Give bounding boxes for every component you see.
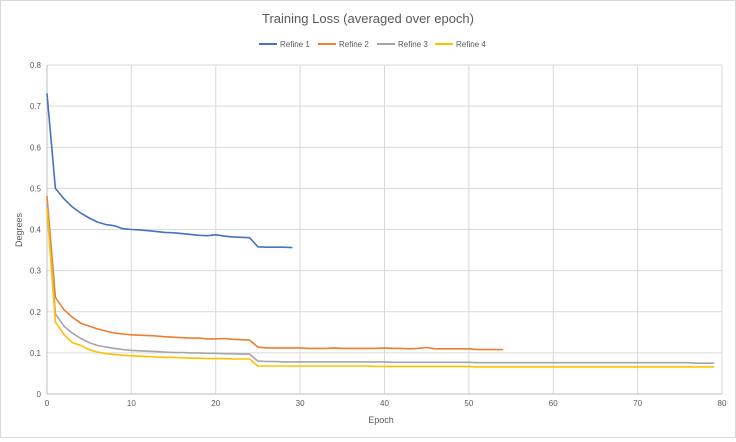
y-tick-label: 0 bbox=[37, 390, 42, 399]
x-tick-label: 0 bbox=[45, 399, 50, 408]
y-tick-label: 0.7 bbox=[30, 102, 42, 111]
y-tick-label: 0.5 bbox=[30, 184, 42, 193]
x-axis-label: Epoch bbox=[368, 415, 394, 425]
y-tick-label: 0.8 bbox=[30, 61, 42, 70]
x-tick-label: 10 bbox=[127, 399, 136, 408]
y-tick-label: 0.6 bbox=[30, 143, 42, 152]
legend-label: Refine 1 bbox=[280, 40, 310, 49]
series-line-refine-4 bbox=[46, 208, 715, 368]
legend-item: Refine 4 bbox=[435, 40, 486, 49]
grid-lines bbox=[46, 64, 723, 395]
series-line-refine-3 bbox=[46, 204, 715, 365]
legend-item: Refine 1 bbox=[259, 40, 310, 49]
legend-item: Refine 3 bbox=[377, 40, 428, 49]
x-tick-label: 40 bbox=[380, 399, 389, 408]
chart-title: Training Loss (averaged over epoch) bbox=[262, 11, 474, 26]
y-axis-label: Degrees bbox=[14, 212, 24, 247]
series-line-refine-2 bbox=[46, 195, 504, 351]
x-tick-label: 80 bbox=[718, 399, 727, 408]
legend-label: Refine 4 bbox=[456, 40, 486, 49]
legend: Refine 1 Refine 2 Refine 3 Refine 4 bbox=[259, 40, 486, 49]
legend-label: Refine 3 bbox=[398, 40, 428, 49]
axes: 0 0.1 0.2 0.3 0.4 0.5 0.6 0.7 0.8 0 10 20 30 40 50 60 70… bbox=[30, 61, 727, 408]
x-tick-label: 60 bbox=[549, 399, 558, 408]
series-lines bbox=[46, 93, 715, 368]
x-tick-label: 30 bbox=[296, 399, 305, 408]
series-line-refine-1 bbox=[46, 93, 293, 249]
legend-item: Refine 2 bbox=[318, 40, 369, 49]
x-tick-label: 70 bbox=[633, 399, 642, 408]
legend-label: Refine 2 bbox=[339, 40, 369, 49]
y-tick-label: 0.1 bbox=[30, 349, 42, 358]
y-tick-label: 0.4 bbox=[30, 226, 42, 235]
y-tick-label: 0.2 bbox=[30, 308, 42, 317]
x-tick-label: 20 bbox=[211, 399, 220, 408]
x-tick-label: 50 bbox=[464, 399, 473, 408]
y-tick-label: 0.3 bbox=[30, 267, 42, 276]
